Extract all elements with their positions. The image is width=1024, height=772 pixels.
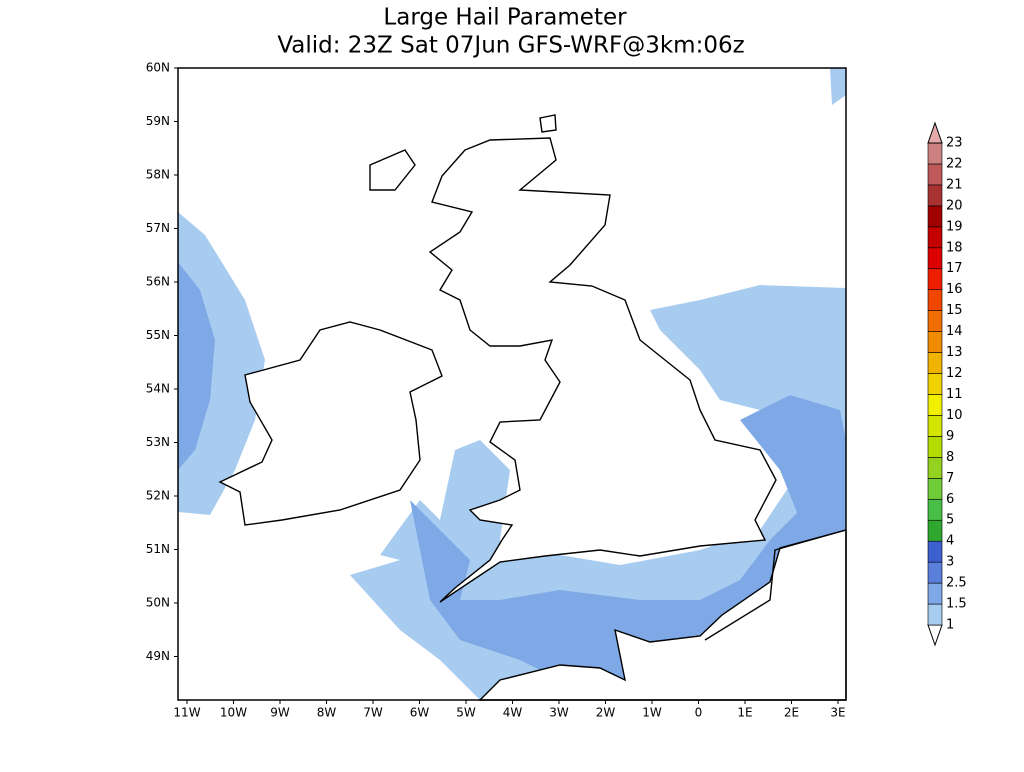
colorbar-swatch <box>927 352 943 374</box>
colorbar-swatch <box>927 436 943 458</box>
colorbar-label: 4 <box>946 534 954 549</box>
colorbar-swatch <box>927 310 943 332</box>
lat-label: 50N <box>146 596 170 610</box>
lat-label: 55N <box>146 328 170 342</box>
colorbar-label: 14 <box>946 324 963 339</box>
colorbar-swatch <box>927 142 943 165</box>
colorbar-label: 2.5 <box>946 576 967 591</box>
lon-label: 7W <box>363 706 383 720</box>
colorbar-label: 1 <box>946 618 954 633</box>
coastline <box>539 114 557 133</box>
subtitle: Valid: 23Z Sat 07Jun GFS-WRF@3km:06z <box>277 33 744 59</box>
colorbar-label: 8 <box>946 450 954 465</box>
colorbar-label: 10 <box>946 408 963 423</box>
colorbar-label: 9 <box>946 429 954 444</box>
colorbar-swatch <box>927 247 943 270</box>
map-area <box>177 67 847 701</box>
colorbar-swatch <box>927 540 943 563</box>
colorbar-swatch <box>927 205 943 228</box>
lon-label: 0 <box>695 706 703 720</box>
colorbar-label: 7 <box>946 471 954 486</box>
colorbar-label: 19 <box>946 219 963 234</box>
colorbar-swatch <box>927 478 943 500</box>
colorbar-label: 17 <box>946 261 963 276</box>
lon-label: 9W <box>270 706 290 720</box>
colorbar-swatch <box>927 163 943 186</box>
colorbar-swatch <box>927 268 943 290</box>
lat-label: 56N <box>146 275 170 289</box>
lon-label: 3E <box>830 706 845 720</box>
lat-label: 53N <box>146 435 170 449</box>
lon-label: 2E <box>784 706 799 720</box>
lat-label: 54N <box>146 382 170 396</box>
colorbar-swatch <box>927 331 943 353</box>
colorbar-label: 16 <box>946 282 963 297</box>
colorbar-label: 23 <box>946 136 963 151</box>
lon-label: 6W <box>410 706 430 720</box>
shade <box>740 395 846 520</box>
shade <box>830 68 846 105</box>
colorbar-label: 21 <box>946 177 963 192</box>
colorbar-swatch <box>927 603 943 626</box>
lon-label: 4W <box>503 706 523 720</box>
axis-ticks: 60N 59N 58N 57N 56N 55N 54N 53N 52N 51N 50N 49N 11W 1… <box>146 61 846 720</box>
lat-label: 58N <box>146 168 170 182</box>
title: Large Hail Parameter <box>383 5 627 31</box>
lat-label: 57N <box>146 221 170 235</box>
colorbar-swatch <box>927 519 943 542</box>
lat-label: 51N <box>146 542 170 556</box>
colorbar: 1 1.5 2.5 3 4 5 6 7 8 9 10 11 12 13 14 15 16 17 18 19 20 21 22… <box>927 121 967 647</box>
colorbar-swatch <box>927 415 943 437</box>
lon-label: 1E <box>737 706 752 720</box>
coastline <box>428 137 777 603</box>
colorbar-label: 6 <box>946 492 954 507</box>
lat-label: 52N <box>146 489 170 503</box>
coastline <box>218 321 443 526</box>
colorbar-swatch <box>927 184 943 207</box>
colorbar-swatch <box>927 373 943 395</box>
colorbar-label: 12 <box>946 366 963 381</box>
colorbar-swatch <box>927 457 943 479</box>
lon-label: 2W <box>596 706 616 720</box>
lat-label: 49N <box>146 649 170 663</box>
colorbar-swatch <box>927 498 943 521</box>
shade <box>178 262 215 470</box>
colorbar-label: 5 <box>946 513 954 528</box>
colorbar-swatch <box>927 582 943 605</box>
lon-label: 8W <box>317 706 337 720</box>
colorbar-label: 20 <box>946 198 963 213</box>
coastline <box>369 149 416 191</box>
lon-label: 10W <box>220 706 247 720</box>
colorbar-swatch <box>927 289 943 311</box>
colorbar-label: 22 <box>946 156 963 171</box>
colorbar-swatch <box>927 561 943 584</box>
colorbar-cap <box>927 121 943 144</box>
colorbar-label: 11 <box>946 387 963 402</box>
colorbar-label: 18 <box>946 240 963 255</box>
lat-label: 59N <box>146 114 170 128</box>
lon-label: 3W <box>549 706 569 720</box>
lat-label: 60N <box>146 61 170 75</box>
lon-label: 5W <box>456 706 476 720</box>
lon-label: 11W <box>173 706 200 720</box>
colorbar-label: 1.5 <box>946 597 967 612</box>
colorbar-label: 15 <box>946 303 963 318</box>
colorbar-swatch <box>927 226 943 249</box>
colorbar-swatch <box>927 394 943 416</box>
shade <box>178 212 265 515</box>
lon-label: 1W <box>642 706 662 720</box>
colorbar-label: 3 <box>946 555 954 570</box>
colorbar-cap <box>927 624 943 647</box>
colorbar-label: 13 <box>946 345 963 360</box>
border <box>704 529 847 641</box>
